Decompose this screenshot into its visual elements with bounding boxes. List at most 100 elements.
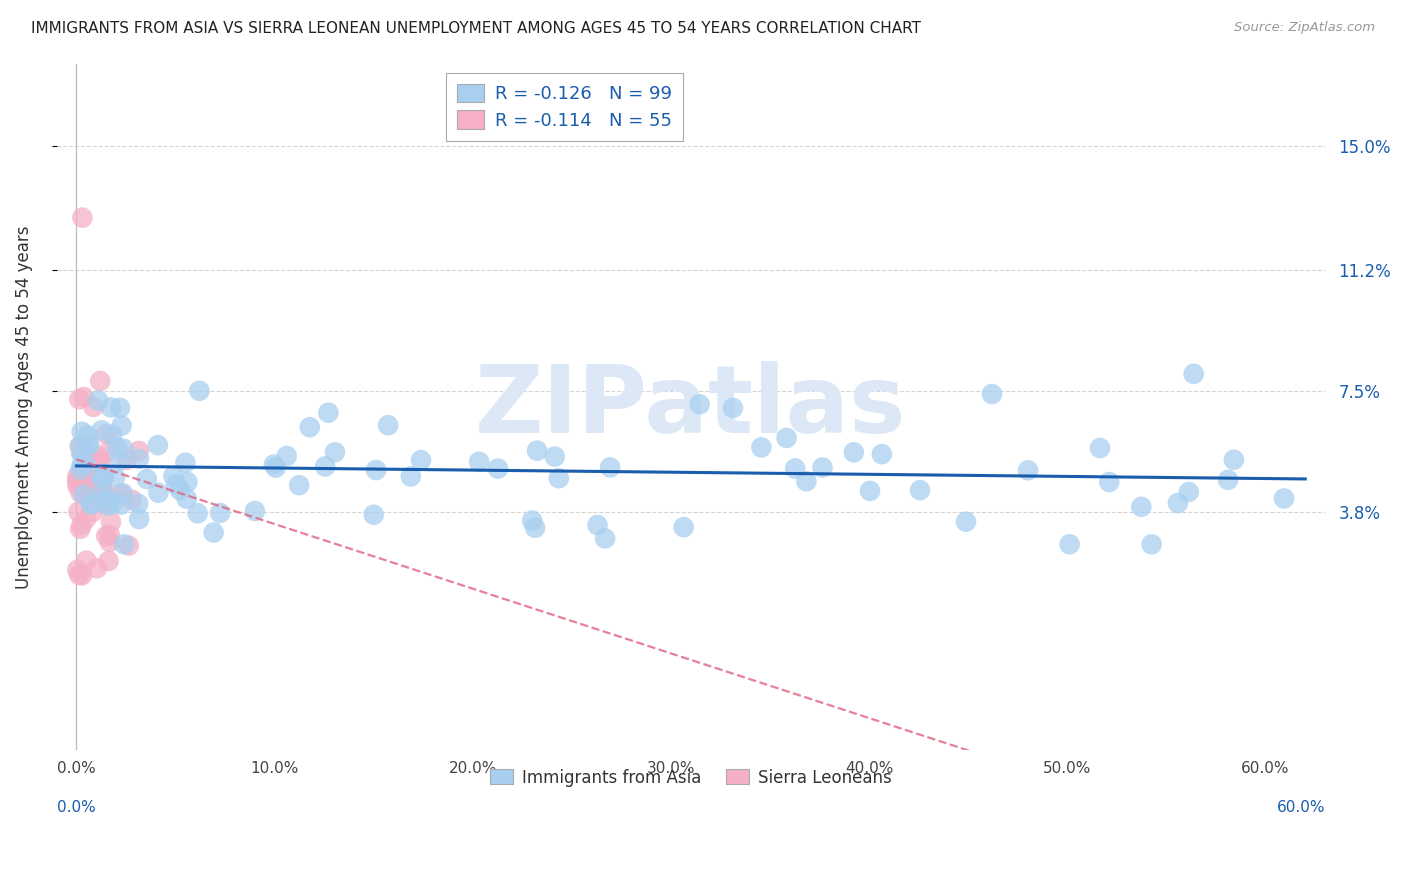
Point: [108, 453, 131, 467]
Point: [908, 483, 931, 498]
Point: [298, 420, 321, 434]
Point: [82, 479, 104, 493]
Point: [73, 488, 96, 502]
Point: [1216, 473, 1239, 487]
Point: [264, 460, 287, 475]
Point: [76, 480, 98, 494]
Point: [775, 431, 797, 445]
Point: [128, 451, 150, 466]
Point: [318, 406, 340, 420]
Point: [112, 442, 135, 456]
Point: [524, 521, 547, 535]
Point: [77, 457, 100, 471]
Point: [112, 537, 135, 551]
Point: [70, 518, 93, 533]
Y-axis label: Unemployment Among Ages 45 to 54 years: Unemployment Among Ages 45 to 54 years: [15, 226, 32, 589]
Point: [162, 469, 184, 483]
Point: [364, 463, 387, 477]
Point: [146, 438, 169, 452]
Point: [785, 461, 807, 475]
Point: [128, 512, 150, 526]
Point: [80, 468, 103, 483]
Point: [586, 518, 609, 533]
Point: [547, 471, 569, 485]
Point: [73, 390, 96, 404]
Point: [97, 499, 120, 513]
Point: [89, 491, 111, 506]
Point: [69, 439, 91, 453]
Point: [70, 476, 93, 491]
Text: ZIPatlas: ZIPatlas: [475, 361, 907, 453]
Point: [69, 522, 91, 536]
Point: [83, 400, 105, 414]
Point: [599, 460, 621, 475]
Point: [96, 497, 118, 511]
Point: [87, 450, 110, 464]
Point: [751, 441, 773, 455]
Point: [98, 535, 121, 549]
Point: [75, 488, 97, 502]
Point: [955, 515, 977, 529]
Point: [118, 539, 141, 553]
Text: IMMIGRANTS FROM ASIA VS SIERRA LEONEAN UNEMPLOYMENT AMONG AGES 45 TO 54 YEARS CO: IMMIGRANTS FROM ASIA VS SIERRA LEONEAN U…: [31, 21, 921, 36]
Point: [1088, 441, 1111, 455]
Point: [67, 392, 90, 407]
Point: [1182, 367, 1205, 381]
Point: [75, 554, 97, 568]
Point: [93, 483, 115, 497]
Text: 0.0%: 0.0%: [56, 799, 96, 814]
Point: [82, 505, 104, 519]
Point: [104, 470, 127, 484]
Point: [202, 525, 225, 540]
Point: [89, 456, 111, 470]
Point: [111, 418, 134, 433]
Point: [89, 454, 111, 468]
Point: [110, 487, 132, 501]
Point: [870, 447, 893, 461]
Point: [1017, 463, 1039, 477]
Point: [66, 469, 89, 483]
Point: [100, 401, 122, 415]
Point: [67, 472, 90, 486]
Point: [91, 485, 114, 500]
Point: [76, 428, 98, 442]
Point: [72, 211, 94, 225]
Point: [90, 478, 112, 492]
Point: [69, 439, 91, 453]
Point: [288, 478, 311, 492]
Point: [66, 563, 89, 577]
Point: [100, 515, 122, 529]
Point: [148, 485, 170, 500]
Point: [689, 397, 711, 411]
Point: [105, 441, 128, 455]
Legend: Immigrants from Asia, Sierra Leoneans: Immigrants from Asia, Sierra Leoneans: [484, 762, 898, 793]
Point: [115, 452, 138, 467]
Point: [859, 483, 882, 498]
Point: [1223, 452, 1246, 467]
Point: [66, 479, 89, 493]
Point: [409, 453, 432, 467]
Point: [69, 470, 91, 484]
Point: [70, 445, 93, 459]
Point: [101, 496, 124, 510]
Point: [89, 470, 111, 484]
Point: [520, 514, 543, 528]
Point: [101, 428, 124, 442]
Point: [187, 506, 209, 520]
Point: [86, 475, 108, 490]
Point: [94, 492, 117, 507]
Point: [72, 461, 94, 475]
Point: [1272, 491, 1295, 506]
Point: [80, 497, 103, 511]
Point: [67, 568, 90, 582]
Point: [98, 527, 121, 541]
Point: [94, 494, 117, 508]
Point: [1178, 485, 1201, 500]
Point: [80, 467, 103, 482]
Point: [188, 384, 211, 398]
Point: [86, 561, 108, 575]
Point: [90, 423, 112, 437]
Point: [796, 474, 818, 488]
Point: [79, 438, 101, 452]
Point: [176, 491, 198, 506]
